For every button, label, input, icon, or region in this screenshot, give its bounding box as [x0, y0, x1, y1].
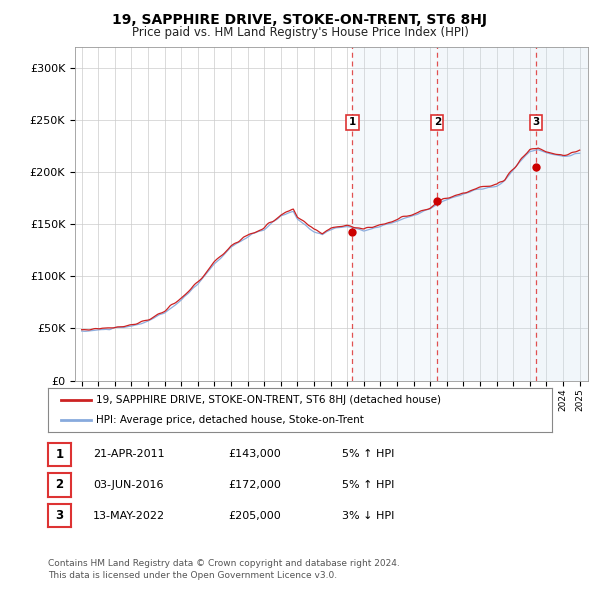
- Text: Price paid vs. HM Land Registry's House Price Index (HPI): Price paid vs. HM Land Registry's House …: [131, 26, 469, 39]
- Text: 1: 1: [349, 117, 356, 127]
- Bar: [352, 47, 437, 381]
- Bar: [536, 47, 588, 381]
- Text: 03-JUN-2016: 03-JUN-2016: [93, 480, 163, 490]
- Text: 5% ↑ HPI: 5% ↑ HPI: [342, 450, 394, 459]
- Text: 19, SAPPHIRE DRIVE, STOKE-ON-TRENT, ST6 8HJ: 19, SAPPHIRE DRIVE, STOKE-ON-TRENT, ST6 …: [113, 13, 487, 27]
- Text: 3: 3: [55, 509, 64, 522]
- Text: 2: 2: [55, 478, 64, 491]
- Bar: [437, 47, 536, 381]
- Text: Contains HM Land Registry data © Crown copyright and database right 2024.
This d: Contains HM Land Registry data © Crown c…: [48, 559, 400, 580]
- Text: £205,000: £205,000: [228, 511, 281, 520]
- Text: 13-MAY-2022: 13-MAY-2022: [93, 511, 165, 520]
- Text: 3% ↓ HPI: 3% ↓ HPI: [342, 511, 394, 520]
- Text: £143,000: £143,000: [228, 450, 281, 459]
- Text: 1: 1: [55, 448, 64, 461]
- Text: 2: 2: [434, 117, 441, 127]
- Text: 21-APR-2011: 21-APR-2011: [93, 450, 164, 459]
- Text: 19, SAPPHIRE DRIVE, STOKE-ON-TRENT, ST6 8HJ (detached house): 19, SAPPHIRE DRIVE, STOKE-ON-TRENT, ST6 …: [96, 395, 441, 405]
- Text: 5% ↑ HPI: 5% ↑ HPI: [342, 480, 394, 490]
- Text: 3: 3: [532, 117, 539, 127]
- Text: HPI: Average price, detached house, Stoke-on-Trent: HPI: Average price, detached house, Stok…: [96, 415, 364, 425]
- Text: £172,000: £172,000: [228, 480, 281, 490]
